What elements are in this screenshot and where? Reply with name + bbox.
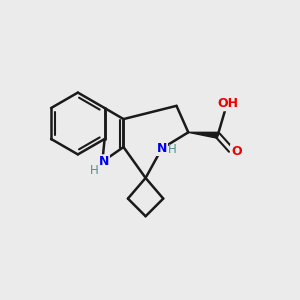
Text: O: O <box>231 145 242 158</box>
Polygon shape <box>188 132 218 138</box>
Text: N: N <box>157 142 167 155</box>
Text: N: N <box>99 155 109 168</box>
Text: H: H <box>168 143 176 157</box>
Text: H: H <box>90 164 98 176</box>
Text: OH: OH <box>218 97 239 110</box>
